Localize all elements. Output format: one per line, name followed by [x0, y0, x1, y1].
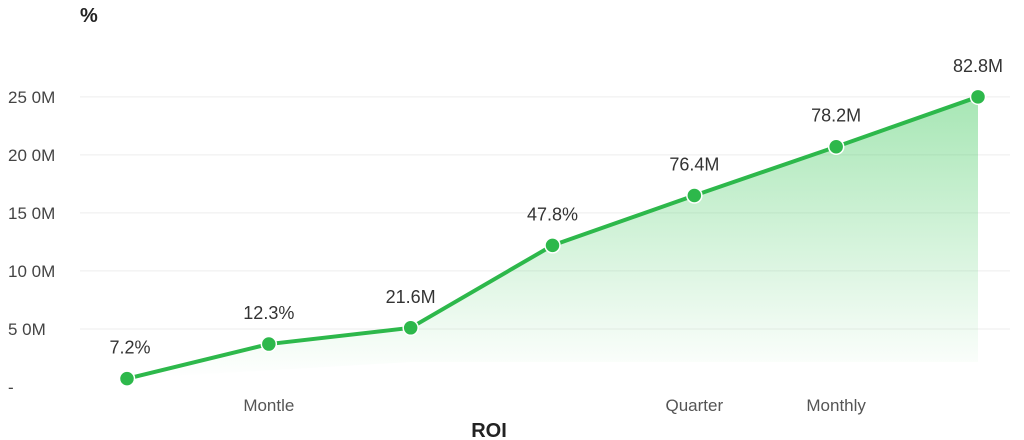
series-line-segment — [408, 243, 555, 330]
y-tick-label: 5 0M — [8, 320, 46, 339]
x-axis-title: ROI — [471, 420, 507, 440]
series-line-segment — [550, 193, 697, 248]
data-point — [969, 88, 987, 106]
data-label: 7.2% — [109, 338, 150, 358]
y-tick-label: 15 0M — [8, 204, 55, 223]
data-label: 78.2M — [811, 106, 861, 126]
data-point — [118, 370, 136, 387]
series-line-segment — [834, 94, 980, 149]
data-label: 12.3% — [243, 303, 294, 323]
x-tick-label: Monthly — [806, 396, 866, 415]
data-labels: 7.2% 12.3% 21.6M 47.8% 76.4M 78.2M 82.8M — [109, 56, 1003, 358]
data-point — [544, 237, 561, 254]
y-tick-label: - — [8, 378, 14, 397]
x-tick-label: Quarter — [666, 396, 724, 415]
data-points — [118, 88, 987, 387]
series-line-group — [125, 94, 980, 381]
data-point — [260, 335, 278, 353]
y-tick-label: 20 0M — [8, 146, 55, 165]
x-axis-ticks: Montle Quarter Monthly — [243, 396, 866, 415]
area-fill-group — [127, 96, 978, 379]
data-label: 82.8M — [953, 56, 1003, 76]
y-tick-label: 10 0M — [8, 262, 55, 281]
series-line-segment — [692, 144, 839, 198]
series-line-segment — [125, 342, 271, 381]
data-point — [686, 187, 703, 204]
y-axis-unit: % — [80, 5, 98, 27]
x-tick-label: Montle — [243, 396, 294, 415]
area-fill — [127, 96, 978, 379]
data-point — [827, 138, 845, 155]
data-label: 76.4M — [669, 154, 719, 174]
series-line-segment — [266, 325, 413, 347]
data-label: 21.6M — [386, 287, 436, 307]
data-label: 47.8% — [527, 204, 578, 224]
y-tick-label: 25 0M — [8, 88, 55, 107]
data-point — [402, 319, 419, 337]
y-axis-ticks: - 5 0M 10 0M 15 0M 20 0M 25 0M — [8, 88, 55, 397]
